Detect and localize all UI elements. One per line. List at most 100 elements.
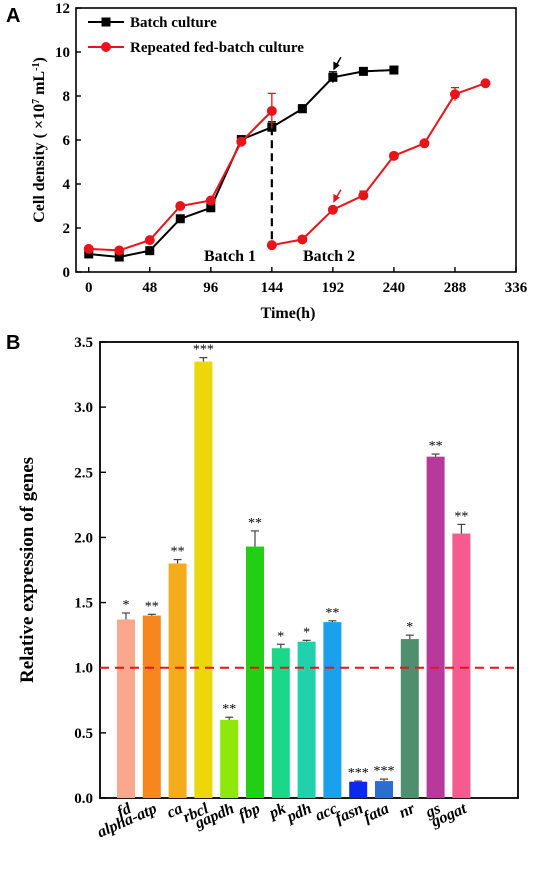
y-tick-label: 1.0 — [74, 661, 93, 677]
gene-tick-label: fata — [361, 800, 391, 826]
bar — [142, 615, 161, 798]
panel-b-bar-chart: B 0.00.51.01.52.02.53.03.5*fd**alpha-atp… — [6, 332, 519, 841]
y-tick-label: 2.5 — [74, 465, 93, 481]
significance-label: ** — [454, 509, 468, 524]
bar — [452, 533, 471, 798]
bar — [297, 641, 316, 798]
legend-marker — [101, 17, 111, 27]
data-point — [145, 246, 155, 256]
y-tick-label: 0.0 — [74, 791, 93, 807]
panel-a-letter: A — [6, 5, 20, 27]
series-line-fed-batch — [88, 82, 486, 252]
x-tick-label: 48 — [142, 280, 157, 296]
significance-label: ** — [429, 439, 443, 454]
significance-label: * — [406, 620, 413, 635]
data-point — [419, 138, 430, 149]
panel-b-y-axis-title: Relative expression of genes — [17, 457, 38, 683]
panel-a-y-axis-title: Cell density ( ×107mL-1) — [31, 57, 49, 223]
data-point — [327, 204, 338, 215]
significance-label: *** — [374, 764, 395, 779]
data-point — [328, 72, 338, 82]
x-tick-label: 96 — [203, 280, 219, 296]
bar — [168, 563, 187, 798]
x-tick-label: 0 — [85, 280, 93, 296]
legend-marker — [101, 42, 111, 52]
gene-tick-label: gs — [422, 800, 443, 822]
panel-b-letter: B — [6, 332, 20, 354]
data-point — [84, 249, 94, 259]
panel-a-line-chart: A 0 48 96 144 192 240 288 336 0 2 4 6 8 10 12 Batch cul… — [6, 1, 528, 322]
panel-a-plot-area: 0 48 96 144 192 240 288 336 0 2 4 6 8 10 12 Batch cultu… — [55, 1, 528, 296]
significance-label: ** — [248, 516, 262, 531]
arrow-head — [333, 61, 340, 71]
gene-tick-label: fbp — [236, 800, 262, 824]
bar — [400, 639, 419, 798]
arrow-head — [333, 193, 340, 203]
x-tick-label: 288 — [444, 280, 467, 296]
bar — [220, 719, 239, 798]
y-tick-label: 0.5 — [74, 726, 93, 742]
data-point — [236, 136, 247, 147]
y-tick-label: 3.5 — [74, 335, 93, 351]
gene-tick-label: nr — [397, 800, 418, 822]
data-point — [389, 65, 399, 75]
gene-tick-label: ca — [165, 800, 186, 822]
data-point — [297, 104, 307, 114]
x-tick-label: 192 — [322, 280, 345, 296]
data-point — [114, 252, 124, 262]
legend-label: Repeated fed-batch culture — [130, 40, 304, 56]
x-tick-label: 336 — [505, 280, 528, 296]
gene-tick-label: fasn — [333, 800, 366, 827]
bar — [349, 781, 368, 798]
data-point — [449, 89, 460, 100]
bar — [426, 456, 445, 798]
gene-tick-label: pdh — [283, 800, 315, 827]
batch-1-annotation: Batch 1 — [204, 248, 256, 265]
batch-2-annotation: Batch 2 — [303, 248, 355, 265]
data-point — [358, 190, 369, 201]
bar — [117, 619, 135, 798]
significance-label: * — [277, 629, 284, 644]
bar — [194, 361, 213, 798]
legend-label: Batch culture — [130, 15, 217, 31]
data-point — [175, 201, 186, 211]
bar — [271, 648, 290, 798]
data-point — [297, 234, 308, 245]
significance-label: ** — [222, 702, 236, 717]
x-tick-label: 240 — [383, 280, 406, 296]
significance-label: ** — [145, 599, 159, 614]
y-tick-label: 6 — [63, 133, 71, 149]
data-point — [480, 78, 491, 89]
panel-a-x-axis-title: Time(h) — [261, 305, 316, 322]
y-tick-label: 0 — [63, 265, 71, 281]
x-tick-label: 144 — [261, 280, 284, 296]
significance-label: ** — [325, 606, 339, 621]
significance-label: * — [303, 625, 310, 640]
y-tick-label: 2.0 — [74, 530, 93, 546]
data-point — [266, 240, 277, 251]
data-point — [114, 245, 125, 256]
data-point — [358, 66, 368, 76]
y-tick-label: 1.5 — [74, 596, 93, 612]
y-tick-label: 8 — [63, 89, 71, 105]
panel-b-plot-area: 0.00.51.01.52.02.53.03.5*fd**alpha-atp**… — [74, 335, 519, 841]
y-tick-label: 2 — [63, 221, 71, 237]
series-line-batch — [88, 69, 394, 259]
y-tick-label: 4 — [63, 177, 71, 193]
gene-tick-label: pk — [265, 800, 288, 823]
data-point — [83, 243, 94, 254]
data-point — [388, 150, 399, 161]
data-point — [175, 214, 185, 224]
significance-label: *** — [193, 343, 214, 358]
data-point — [144, 235, 155, 246]
y-tick-label: 3.0 — [74, 400, 93, 416]
significance-label: ** — [171, 545, 185, 560]
data-point — [206, 203, 216, 213]
y-tick-label: 12 — [55, 1, 70, 17]
significance-label: *** — [348, 766, 369, 781]
bar — [246, 546, 264, 798]
bar — [323, 622, 342, 798]
data-point — [266, 105, 277, 116]
bar — [375, 781, 393, 798]
